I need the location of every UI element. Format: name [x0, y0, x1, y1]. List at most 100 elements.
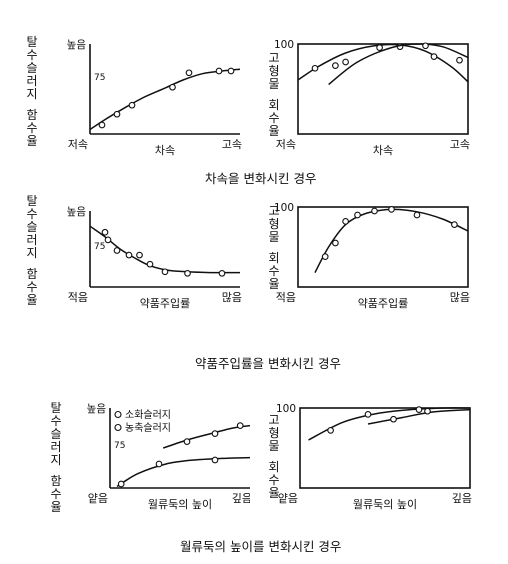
plot-frame	[297, 206, 469, 288]
data-point	[422, 42, 429, 50]
svg-text:수: 수	[50, 414, 61, 428]
svg-text:슬: 슬	[26, 220, 37, 234]
series-curve	[314, 208, 469, 273]
data-point	[155, 460, 163, 468]
x-right-label: 많음	[450, 291, 470, 304]
data-point	[342, 58, 349, 66]
data-point	[371, 207, 378, 215]
data-point	[215, 67, 223, 75]
plot-frame	[299, 407, 471, 489]
y-top-label: 100	[274, 202, 294, 214]
svg-text:지: 지	[26, 87, 37, 101]
svg-text:수: 수	[26, 48, 37, 62]
series-curve	[116, 456, 250, 488]
svg-text:슬: 슬	[26, 61, 37, 75]
x-left-label: 적음	[68, 291, 88, 304]
y-top-label: 높음	[67, 39, 87, 51]
y-tick-label: 75	[94, 242, 105, 252]
data-point	[332, 62, 339, 69]
data-point	[354, 211, 361, 219]
svg-text:러: 러	[26, 74, 37, 88]
data-point	[376, 44, 383, 51]
series-curve	[89, 225, 241, 274]
plot-frame	[297, 43, 469, 135]
svg-text:율: 율	[268, 277, 279, 291]
legend-label: 농축슬러지	[125, 422, 171, 434]
x-axis-label: 월류둑의 높이	[148, 498, 212, 511]
data-point	[388, 206, 395, 213]
data-point	[104, 236, 112, 244]
data-point	[456, 56, 463, 64]
svg-text:회: 회	[268, 460, 279, 474]
svg-text:회: 회	[268, 251, 279, 265]
data-point	[390, 415, 397, 423]
data-point	[128, 101, 136, 109]
data-point	[136, 251, 143, 259]
y-tick-label: 75	[94, 73, 105, 83]
x-axis-label: 차속	[373, 144, 393, 157]
svg-text:율: 율	[268, 124, 279, 138]
x-left-label: 얕음	[278, 492, 298, 505]
svg-text:탈: 탈	[26, 35, 37, 49]
svg-text:율: 율	[26, 293, 37, 307]
svg-text:고: 고	[268, 413, 279, 427]
x-left-label: 적음	[276, 291, 296, 304]
data-point	[185, 69, 193, 77]
svg-text:슬: 슬	[50, 427, 61, 441]
y-top-label: 100	[276, 403, 296, 415]
x-right-label: 깊음	[232, 492, 250, 505]
x-right-label: 많음	[222, 291, 242, 304]
series-curve	[297, 43, 469, 83]
x-axis-label: 약품주입률	[140, 296, 191, 310]
svg-text:러: 러	[26, 233, 37, 247]
x-left-label: 저속	[68, 138, 88, 151]
x-right-label: 깊음	[452, 492, 472, 505]
data-point	[332, 239, 339, 247]
y-top-label: 100	[274, 39, 294, 51]
caption-row2: 약품주입률을 변화시킨 경우	[195, 356, 341, 371]
data-point	[183, 438, 191, 445]
data-point	[98, 121, 106, 129]
svg-text:지: 지	[26, 246, 37, 260]
data-point	[227, 67, 235, 75]
data-point	[146, 260, 154, 268]
y-top-label: 높음	[87, 403, 107, 415]
legend-marker	[114, 423, 122, 432]
data-point	[327, 427, 334, 434]
svg-text:탈: 탈	[50, 401, 61, 415]
caption-row3: 월류둑의 높이를 변화시킨 경우	[180, 539, 342, 554]
x-right-label: 고속	[450, 138, 470, 151]
data-point	[218, 269, 226, 277]
svg-text:함: 함	[26, 267, 37, 281]
data-point	[211, 430, 219, 437]
svg-text:형: 형	[268, 217, 279, 231]
data-point	[113, 110, 121, 118]
svg-text:물: 물	[268, 230, 279, 244]
svg-text:물: 물	[268, 77, 279, 91]
data-point	[161, 268, 169, 276]
data-point	[117, 480, 125, 488]
data-point	[113, 247, 121, 254]
series-curve	[367, 408, 471, 425]
x-left-label: 저속	[276, 138, 296, 151]
svg-text:탈: 탈	[26, 195, 37, 208]
y-tick-label: 75	[114, 441, 125, 451]
data-point	[430, 53, 438, 60]
data-point	[364, 411, 372, 418]
svg-text:함: 함	[50, 474, 61, 488]
svg-text:러: 러	[50, 440, 61, 454]
svg-text:회: 회	[268, 98, 279, 112]
data-point	[169, 83, 176, 91]
data-point	[342, 218, 349, 225]
data-point	[424, 407, 431, 415]
svg-text:고: 고	[268, 204, 279, 218]
data-point	[236, 422, 244, 429]
